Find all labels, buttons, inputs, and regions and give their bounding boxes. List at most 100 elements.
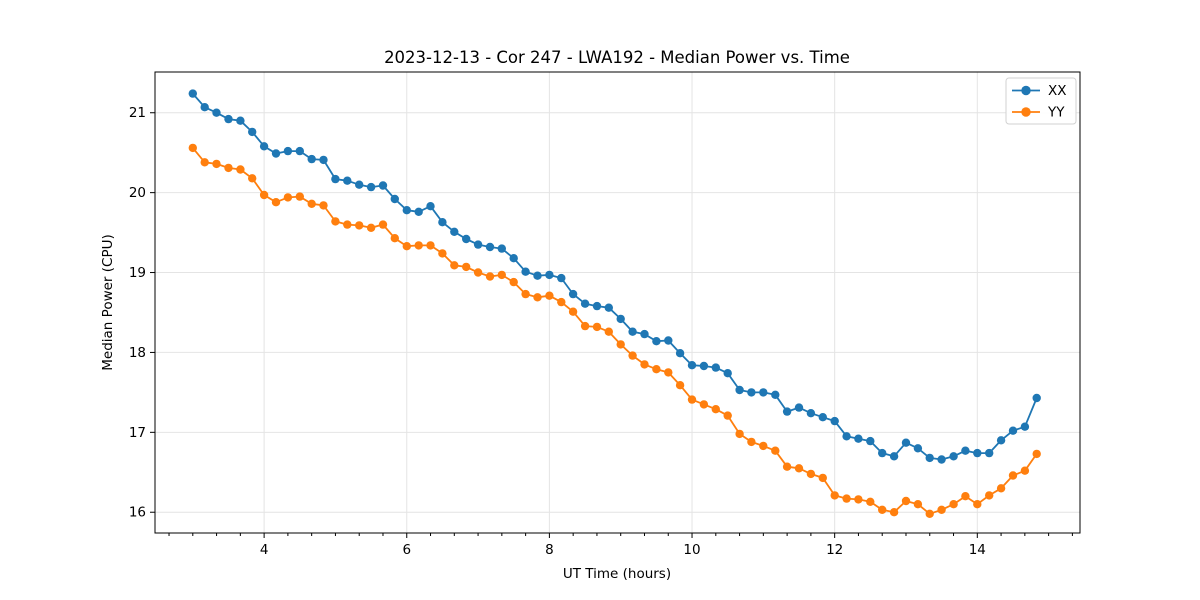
series-YY-point-66 [973,500,982,509]
series-YY-point-3 [224,163,233,173]
series-XX-point-60 [901,438,911,447]
series-YY-point-22 [450,261,459,270]
series-XX-point-18 [402,206,411,215]
series-YY-point-40 [664,368,673,377]
series-XX-point-56 [854,434,863,443]
series-YY-point-59 [889,508,899,517]
series-XX-point-10 [307,154,316,164]
legend-item-XX: XX [1012,83,1067,99]
series-XX-point-62 [925,453,934,463]
series-YY-point-10 [307,199,316,208]
tick-layer: 4 6 8 10 12 14 16 17 18 19 20 21 [129,105,1073,558]
series-XX-point-69 [1008,426,1018,435]
series-XX-point-26 [497,244,506,253]
series-XX-point-23 [462,234,471,244]
series-YY-point-7 [271,198,281,207]
series-YY-point-28 [521,289,530,299]
series-XX-point-65 [961,446,970,455]
legend-label-XX: XX [1048,83,1067,99]
series-XX-point-33 [580,299,590,308]
series-XX-point-1 [200,103,209,112]
series-XX-point-28 [521,267,530,276]
series-XX-point-5 [248,127,257,137]
series-XX-point-35 [604,303,613,312]
series-YY-point-8 [283,193,293,202]
x-tick-label-14: 14 [969,542,986,558]
x-tick-label-6: 6 [402,542,411,558]
series-YY-point-14 [355,221,364,230]
series-XX-point-8 [283,146,293,156]
series-XX-point-30 [545,270,554,280]
series-XX-point-31 [557,273,566,283]
chart-title: 2023-12-13 - Cor 247 - LWA192 - Median P… [384,48,850,67]
series-YY-point-25 [485,272,495,281]
x-tick-label-10: 10 [683,542,700,558]
series-XX-point-59 [889,452,899,461]
series-YY-point-42 [687,395,697,404]
series-YY-point-2 [212,159,221,169]
series-YY-point-19 [414,241,423,250]
series-YY-point-15 [366,223,376,232]
series-XX-point-40 [664,336,673,345]
legend-marker-XX [1021,85,1031,96]
series-XX-point-17 [390,194,399,204]
series-YY-point-12 [331,217,340,226]
series-YY-point-55 [842,494,851,503]
series-XX-point-27 [509,254,518,263]
series-YY-point-6 [259,190,269,200]
series-YY-point-71 [1032,449,1041,459]
series-YY-point-36 [616,340,625,349]
series-layer [188,89,1041,518]
series-YY-point-53 [818,473,827,483]
series-YY-point-29 [533,293,542,302]
series-XX-point-9 [295,146,304,156]
series-YY-point-39 [652,365,661,374]
series-YY-point-63 [937,505,946,514]
series-YY-point-37 [628,351,637,360]
series-XX-point-7 [271,149,281,158]
series-YY-point-67 [985,491,994,500]
series-XX-point-29 [533,271,542,280]
series-XX-point-22 [450,227,459,236]
y-axis-label: Median Power (CPU) [100,234,116,370]
series-YY-point-65 [961,492,970,501]
series-XX-point-63 [937,455,946,464]
series-XX-point-13 [343,176,352,185]
series-XX-point-0 [188,89,197,98]
series-YY-point-21 [438,249,447,258]
legend-item-YY: YY [1012,105,1065,121]
series-YY-point-5 [248,174,257,183]
series-XX-point-44 [711,363,720,372]
series-XX-point-3 [224,114,233,124]
series-YY-point-26 [497,270,506,280]
series-YY-point-44 [711,405,720,414]
series-YY-point-52 [806,469,816,479]
y-tick-label-19: 19 [129,265,146,281]
legend-marker-YY [1021,107,1031,117]
series-XX-point-20 [426,202,435,211]
series-XX-point-42 [687,361,697,370]
series-XX-point-47 [747,388,756,397]
y-tick-label-17: 17 [129,425,146,441]
series-YY-point-9 [295,192,304,201]
series-YY-point-13 [343,220,352,229]
series-XX-point-64 [949,452,958,461]
series-YY-point-43 [699,400,709,409]
series-YY-point-30 [545,291,554,300]
series-XX-point-48 [759,388,768,397]
series-XX-point-46 [735,385,744,395]
series-YY-point-20 [426,241,435,250]
series-YY-point-68 [996,484,1006,493]
series-XX-point-2 [212,108,221,117]
series-XX-point-55 [842,432,851,441]
series-YY-point-51 [794,464,804,473]
series-YY-point-48 [759,441,768,451]
y-tick-label-18: 18 [129,345,146,361]
series-XX-point-19 [414,207,423,216]
legend-label-YY: YY [1047,105,1065,121]
y-tick-label-20: 20 [129,185,146,201]
series-XX-point-57 [866,436,875,446]
plot-area-border [154,71,1081,534]
series-YY-markers [188,143,1041,518]
